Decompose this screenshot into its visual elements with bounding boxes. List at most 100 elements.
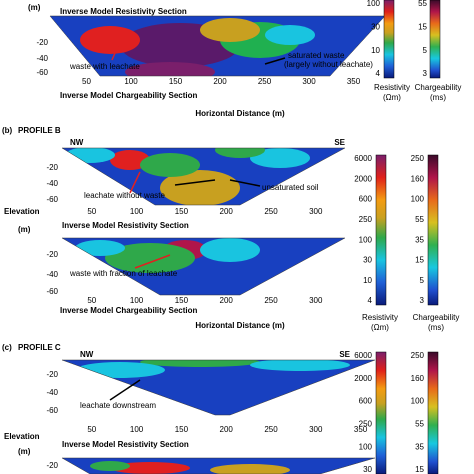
arrow: [109, 379, 141, 401]
scale-unit: (Ωm): [383, 93, 401, 102]
scale-label: 10: [363, 276, 372, 285]
axis-title: Elevation: [4, 207, 40, 216]
anomaly: [265, 25, 315, 45]
scale-label: 100: [411, 195, 425, 204]
y-tick-label: -40: [46, 388, 58, 397]
annotation: (largely without leachate): [284, 60, 373, 69]
scale-title: Chargeability: [415, 83, 462, 92]
scale-title: Chargeability: [413, 313, 460, 322]
x-tick-label: 150: [175, 425, 189, 434]
scale-unit: (ms): [428, 323, 444, 332]
y-tick-label: -40: [46, 270, 58, 279]
anomaly: [110, 462, 190, 474]
arrow: [129, 171, 141, 194]
x-tick-label: 50: [87, 296, 96, 305]
color-bar: [375, 351, 387, 474]
section: [62, 458, 375, 474]
section-title: Inverse Model Chargeability Section: [60, 306, 197, 315]
x-tick-label: 100: [130, 207, 144, 216]
axis-unit: (m): [18, 225, 31, 234]
section: [50, 16, 385, 76]
scale-label: 600: [359, 195, 373, 204]
anomaly: [140, 153, 200, 177]
scale-label: 55: [415, 420, 424, 429]
scale-label: 250: [359, 420, 373, 429]
scale-unit: (ms): [430, 93, 446, 102]
anomaly: [250, 360, 350, 371]
x-tick-label: 300: [309, 425, 323, 434]
x-tick-label: 100: [124, 77, 138, 86]
axis-unit: (m): [28, 3, 41, 12]
annotation: saturated waste: [288, 51, 345, 60]
x-tick-label: 200: [220, 296, 234, 305]
scale-label: 35: [415, 442, 424, 451]
anomaly: [80, 26, 140, 54]
end-label: NW: [80, 350, 94, 359]
axis-unit: (m): [18, 447, 31, 456]
y-tick-label: -60: [46, 287, 58, 296]
x-tick-label: 300: [309, 296, 323, 305]
annotation: unsaturated soil: [262, 183, 319, 192]
x-tick-label: 50: [82, 77, 91, 86]
scale-label: 100: [359, 442, 373, 451]
x-tick-label: 50: [87, 425, 96, 434]
scale-label: 30: [371, 22, 380, 31]
anomaly: [200, 238, 260, 262]
annotation: waste with leachate: [69, 62, 140, 71]
anomaly: [65, 148, 115, 163]
x-tick-label: 200: [220, 425, 234, 434]
anomaly: [90, 461, 130, 471]
color-bar: [383, 0, 395, 79]
x-tick-label: 250: [258, 77, 272, 86]
scale-label: 6000: [354, 351, 372, 360]
y-tick-label: -20: [36, 38, 48, 47]
anomaly: [210, 464, 290, 474]
anomaly: [75, 240, 125, 256]
y-tick-label: -40: [36, 54, 48, 63]
x-tick-label: 300: [302, 77, 316, 86]
scale-label: 250: [359, 215, 373, 224]
scale-label: 55: [418, 0, 427, 8]
scale-label: 55: [415, 215, 424, 224]
x-tick-label: 100: [130, 296, 144, 305]
x-tick-label: 350: [354, 425, 368, 434]
scale-label: 100: [411, 397, 425, 406]
scale-unit: (Ωm): [371, 323, 389, 332]
section-outline: [61, 237, 346, 296]
scale-label: 4: [376, 69, 381, 78]
y-tick-label: -20: [46, 250, 58, 259]
scale-label: 15: [415, 256, 424, 265]
x-tick-label: 150: [175, 296, 189, 305]
x-tick-label: 250: [264, 425, 278, 434]
end-label: SE: [334, 138, 345, 147]
x-tick-label: 150: [169, 77, 183, 86]
arrow: [264, 57, 286, 65]
scale-label: 3: [423, 69, 428, 78]
scale-label: 600: [359, 397, 373, 406]
scale-label: 15: [415, 465, 424, 474]
section-outline: [49, 15, 386, 77]
x-tick-label: 150: [175, 207, 189, 216]
scale-title: Resistivity: [362, 313, 398, 322]
scale-label: 30: [363, 465, 372, 474]
panel-name: PROFILE B: [18, 126, 61, 135]
arrow: [229, 179, 261, 187]
scale-label: 160: [411, 174, 425, 183]
x-tick-label: 350: [347, 77, 361, 86]
end-label: SE: [339, 350, 350, 359]
scale-title: Resistivity: [374, 83, 410, 92]
x-tick-label: 300: [309, 207, 323, 216]
anomaly: [125, 62, 215, 76]
anomaly: [200, 18, 260, 42]
scale-label: 30: [363, 256, 372, 265]
scale-label: 2000: [354, 174, 372, 183]
panel-heading: (b): [2, 126, 13, 135]
scale-label: 4: [368, 296, 373, 305]
annotation: leachate without waste: [84, 191, 165, 200]
end-label: NW: [70, 138, 84, 147]
scale-label: 2000: [354, 374, 372, 383]
scale-label: 5: [420, 276, 425, 285]
arrow: [111, 45, 119, 61]
x-tick-label: 250: [264, 296, 278, 305]
axis-title: Elevation: [4, 432, 40, 441]
